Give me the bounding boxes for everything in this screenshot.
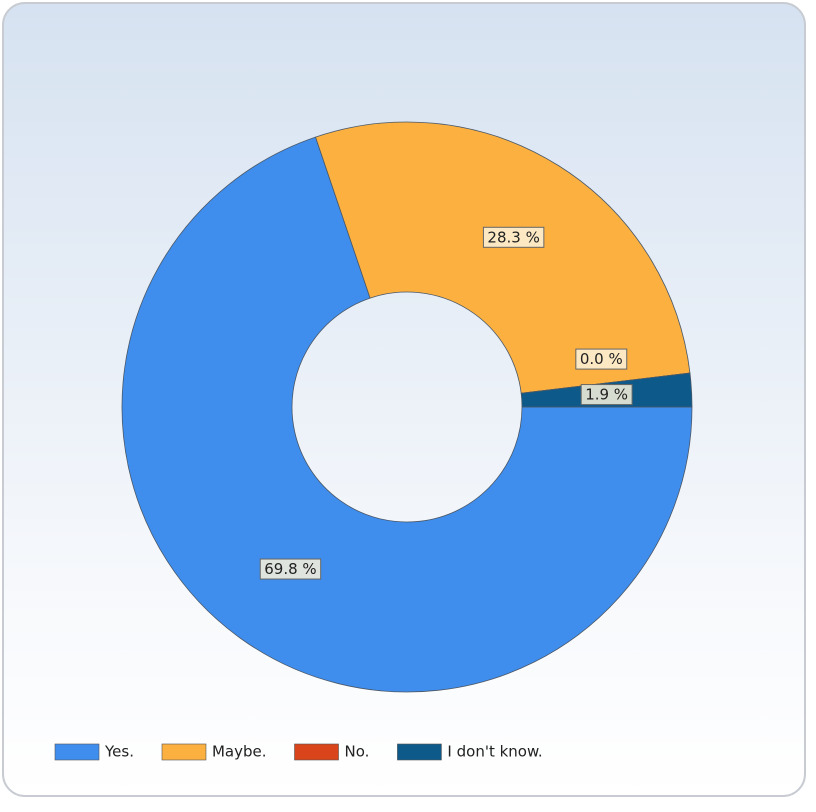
legend: Yes. Maybe. No. I don't know. — [54, 743, 543, 761]
legend-label: No. — [345, 743, 370, 761]
data-label: 69.8 % — [264, 560, 316, 578]
legend-label: I don't know. — [447, 743, 542, 761]
slice — [121, 136, 693, 693]
label-box — [575, 348, 628, 370]
label-box — [482, 226, 545, 248]
legend-swatch — [54, 743, 100, 761]
legend-label: Yes. — [104, 743, 134, 761]
data-label: 28.3 % — [487, 228, 539, 246]
legend-label: Maybe. — [212, 743, 267, 761]
label-box — [259, 558, 322, 580]
slices — [121, 121, 693, 693]
legend-swatch — [397, 743, 442, 761]
data-label: 1.9 % — [585, 386, 628, 404]
data-label: 0.0 % — [580, 350, 623, 368]
legend-swatch — [161, 743, 207, 761]
labels: 69.8 % 28.3 % 0.0 % 1.9 % — [259, 226, 633, 580]
slice — [315, 121, 691, 394]
legend-swatch — [294, 743, 339, 761]
label-box — [580, 384, 633, 406]
